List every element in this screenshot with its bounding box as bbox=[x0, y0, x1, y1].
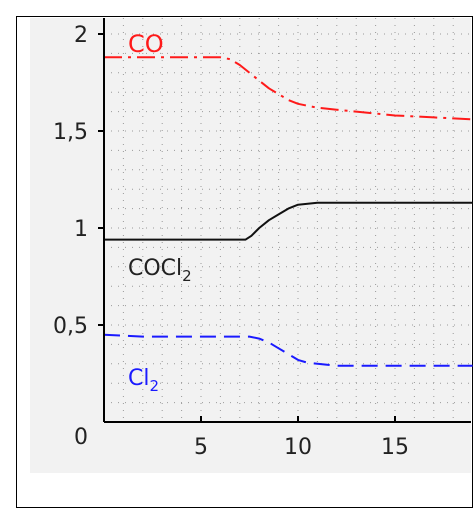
x-tick-label: 10 bbox=[284, 435, 312, 460]
series-line-0 bbox=[104, 56, 473, 121]
x-tick-label: 15 bbox=[381, 435, 409, 460]
series-line-1 bbox=[104, 201, 473, 241]
cocl2-label: COCl2 bbox=[128, 256, 192, 285]
cocl2-label-base: COCl bbox=[128, 256, 182, 281]
ticks-group: 5 10 15 0 0,5 1 1,5 2 bbox=[53, 23, 409, 460]
cocl2-label-subscript: 2 bbox=[182, 267, 192, 285]
cl2-label-base: Cl bbox=[128, 366, 149, 391]
series-line-2 bbox=[103, 333, 473, 367]
grid bbox=[104, 18, 471, 422]
cl2-label-subscript: 2 bbox=[149, 377, 159, 395]
y-tick-label: 1,5 bbox=[53, 120, 88, 145]
y-tick-label: 1 bbox=[74, 217, 88, 242]
x-tick-label: 5 bbox=[194, 435, 208, 460]
y-tick-label: 0 bbox=[74, 425, 88, 450]
plot-background bbox=[30, 18, 471, 473]
co-label: CO bbox=[128, 30, 164, 58]
y-tick-label: 0,5 bbox=[53, 314, 88, 339]
y-tick-label: 2 bbox=[74, 23, 88, 48]
series-group bbox=[103, 56, 473, 367]
cl2-label: Cl2 bbox=[128, 366, 159, 395]
